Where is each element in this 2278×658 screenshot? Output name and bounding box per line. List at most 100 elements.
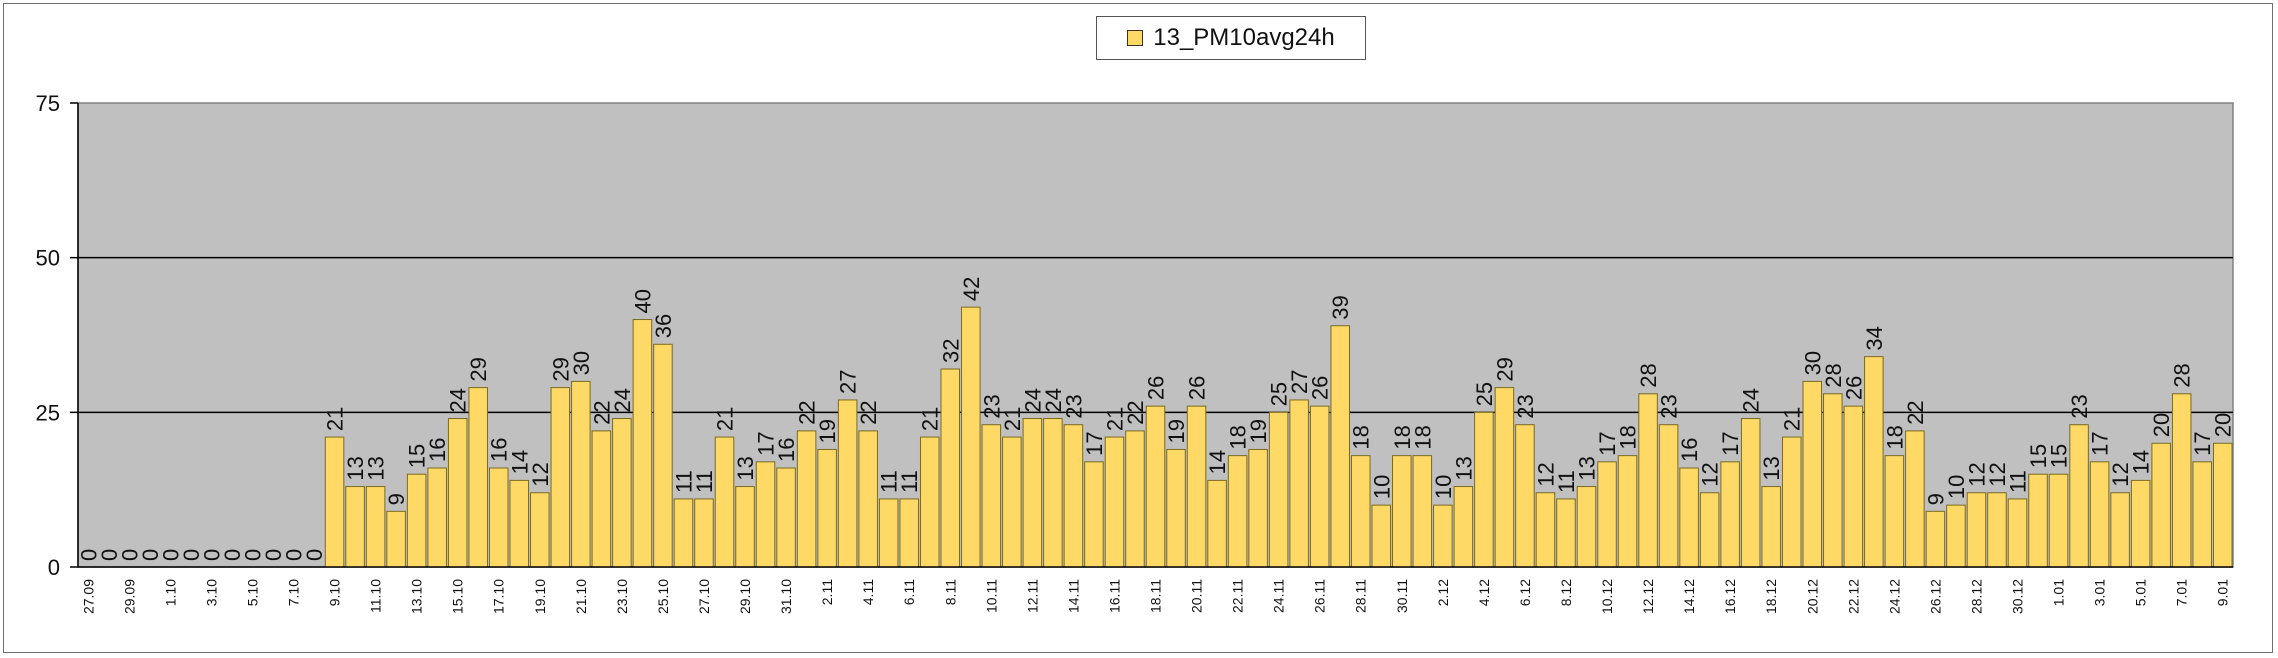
data-label: 21 bbox=[1780, 407, 1805, 431]
data-label: 18 bbox=[1882, 425, 1907, 449]
data-label: 17 bbox=[1595, 431, 1620, 455]
bar bbox=[714, 436, 735, 568]
bar bbox=[1925, 510, 1946, 568]
bar bbox=[961, 306, 981, 568]
data-label: 32 bbox=[938, 339, 963, 363]
x-tick-label: 26.11 bbox=[1312, 579, 1328, 613]
data-label: 9 bbox=[1923, 493, 1948, 505]
bar bbox=[2151, 442, 2171, 568]
bar bbox=[427, 467, 447, 568]
data-label: 18 bbox=[1349, 425, 1374, 449]
data-label: 25 bbox=[1472, 382, 1497, 406]
y-tick-label: 25 bbox=[36, 400, 60, 425]
data-label: 17 bbox=[2088, 431, 2113, 455]
data-label: 20 bbox=[2211, 413, 2236, 437]
bar bbox=[1781, 436, 1802, 568]
data-label: 0 bbox=[138, 549, 163, 561]
x-tick-label: 24.11 bbox=[1271, 579, 1287, 613]
data-label: 10 bbox=[1944, 475, 1969, 499]
bar bbox=[1248, 448, 1268, 568]
data-label: 0 bbox=[76, 549, 101, 561]
bar bbox=[632, 319, 653, 568]
data-label: 26 bbox=[1185, 376, 1210, 400]
data-label: 28 bbox=[1636, 363, 1661, 387]
bar bbox=[1638, 393, 1658, 568]
data-label: 24 bbox=[1041, 388, 1066, 412]
x-tick-label: 19.10 bbox=[532, 579, 548, 614]
data-label: 13 bbox=[1575, 456, 1600, 480]
bar bbox=[1494, 387, 1515, 568]
data-label: 13 bbox=[1451, 456, 1476, 480]
data-label: 19 bbox=[1246, 419, 1271, 443]
bar bbox=[1905, 430, 1925, 568]
x-tick-label: 1.01 bbox=[2051, 579, 2067, 606]
data-label: 17 bbox=[754, 431, 779, 455]
bar bbox=[1207, 479, 1227, 568]
x-tick-label: 24.12 bbox=[1886, 579, 1902, 614]
bar bbox=[1474, 411, 1494, 568]
data-label: 28 bbox=[2170, 363, 2195, 387]
x-tick-label: 8.12 bbox=[1558, 579, 1574, 606]
bar bbox=[1617, 455, 1638, 568]
x-tick-label: 2.11 bbox=[819, 579, 835, 605]
x-tick-label: 12.11 bbox=[1024, 579, 1040, 613]
data-label: 0 bbox=[220, 549, 245, 561]
bar bbox=[899, 498, 919, 568]
x-tick-label: 20.12 bbox=[1804, 579, 1820, 614]
data-label: 11 bbox=[2006, 470, 2031, 493]
data-label: 21 bbox=[323, 407, 348, 431]
x-tick-label: 18.11 bbox=[1148, 579, 1164, 613]
y-tick-label: 0 bbox=[48, 555, 60, 580]
data-label: 26 bbox=[1144, 376, 1169, 400]
x-tick-label: 15.10 bbox=[450, 579, 466, 614]
bar bbox=[612, 418, 632, 568]
data-label: 0 bbox=[282, 549, 307, 561]
bar bbox=[2007, 498, 2028, 568]
bar bbox=[1309, 405, 1330, 568]
x-tick-label: 4.12 bbox=[1476, 579, 1492, 606]
data-label: 23 bbox=[979, 394, 1004, 418]
bar bbox=[406, 473, 427, 568]
x-tick-label: 3.01 bbox=[2092, 579, 2108, 606]
x-tick-label: 17.10 bbox=[491, 579, 507, 614]
data-label: 36 bbox=[651, 314, 676, 338]
bar bbox=[1371, 504, 1392, 568]
bar bbox=[2089, 461, 2110, 568]
data-label: 23 bbox=[1061, 394, 1086, 418]
data-label: 21 bbox=[1000, 407, 1025, 431]
data-label: 18 bbox=[1226, 425, 1251, 449]
bar bbox=[2171, 393, 2192, 568]
bar bbox=[1350, 455, 1371, 568]
data-label: 0 bbox=[158, 549, 183, 561]
data-label: 18 bbox=[1410, 425, 1435, 449]
bar bbox=[1843, 405, 1864, 568]
bar bbox=[2110, 492, 2130, 568]
data-label: 13 bbox=[1759, 456, 1784, 480]
x-tick-label: 16.12 bbox=[1722, 579, 1738, 614]
x-tick-label: 14.12 bbox=[1681, 579, 1697, 614]
data-label: 0 bbox=[97, 549, 122, 561]
bar bbox=[1597, 461, 1617, 568]
data-label: 18 bbox=[1616, 425, 1641, 449]
data-label: 23 bbox=[2067, 394, 2092, 418]
data-label: 13 bbox=[343, 456, 368, 480]
bar bbox=[796, 430, 817, 568]
data-label: 42 bbox=[959, 277, 984, 301]
bar bbox=[345, 486, 365, 568]
bar bbox=[1063, 424, 1084, 568]
data-label: 30 bbox=[1800, 351, 1825, 375]
bar bbox=[386, 510, 406, 568]
x-tick-label: 16.11 bbox=[1106, 579, 1122, 613]
x-tick-label: 1.10 bbox=[162, 579, 178, 606]
data-label: 27 bbox=[1287, 369, 1312, 393]
x-tick-label: 9.01 bbox=[2215, 579, 2231, 606]
bar bbox=[1166, 448, 1186, 568]
bar bbox=[1145, 405, 1166, 568]
data-label: 12 bbox=[1533, 462, 1558, 486]
data-label: 24 bbox=[610, 388, 635, 412]
bar bbox=[981, 424, 1002, 568]
bar bbox=[1227, 455, 1248, 568]
bar bbox=[1268, 411, 1289, 568]
bar bbox=[1330, 325, 1350, 568]
data-label: 24 bbox=[446, 388, 471, 412]
